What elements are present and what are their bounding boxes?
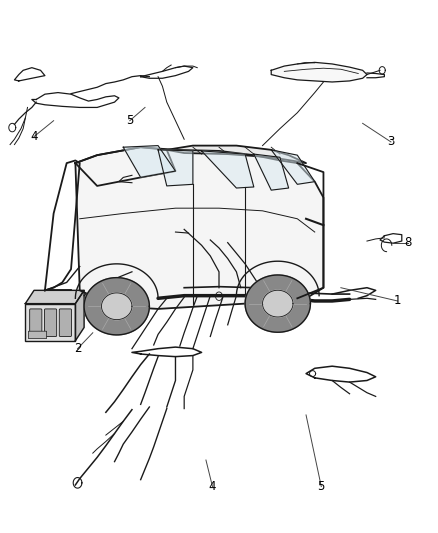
FancyBboxPatch shape (25, 304, 75, 341)
Polygon shape (158, 150, 193, 186)
FancyBboxPatch shape (30, 309, 42, 336)
Text: 5: 5 (126, 114, 134, 127)
Polygon shape (75, 290, 84, 341)
Polygon shape (102, 293, 132, 320)
Polygon shape (75, 147, 323, 309)
Text: 8: 8 (405, 236, 412, 249)
FancyBboxPatch shape (59, 309, 71, 336)
Text: 3: 3 (387, 135, 395, 148)
Polygon shape (201, 151, 254, 188)
Polygon shape (25, 290, 84, 304)
Polygon shape (75, 147, 176, 186)
Text: 4: 4 (30, 130, 38, 143)
Polygon shape (271, 150, 315, 184)
Polygon shape (262, 290, 293, 317)
Polygon shape (245, 275, 311, 332)
Text: 1: 1 (394, 294, 401, 308)
FancyBboxPatch shape (28, 331, 47, 338)
Text: 2: 2 (74, 342, 81, 355)
Polygon shape (254, 154, 289, 190)
Text: 5: 5 (318, 480, 325, 493)
Text: 4: 4 (209, 480, 216, 493)
Polygon shape (123, 146, 176, 177)
Polygon shape (167, 146, 306, 163)
Polygon shape (84, 278, 149, 335)
Polygon shape (271, 62, 367, 82)
FancyBboxPatch shape (45, 309, 57, 336)
